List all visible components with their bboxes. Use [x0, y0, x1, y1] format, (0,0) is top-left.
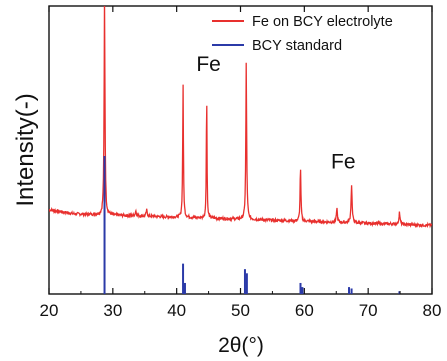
peak-annotation: Fe	[331, 151, 356, 174]
plot-border	[49, 6, 432, 294]
x-tick-label: 30	[103, 301, 122, 320]
legend-label: BCY standard	[252, 38, 342, 54]
x-tick-label: 50	[231, 301, 250, 320]
legend: Fe on BCY electrolyte BCY standard	[212, 14, 393, 54]
y-axis-label: Intensity(-)	[12, 93, 39, 206]
x-tick-label: 80	[423, 301, 442, 320]
x-tick-label: 40	[167, 301, 186, 320]
annotation-layer: Fe Fe	[196, 53, 355, 174]
x-tick-label: 60	[295, 301, 314, 320]
series-line-fe-on-bcy	[49, 0, 432, 226]
plot-frame	[49, 6, 432, 294]
legend-label: Fe on BCY electrolyte	[252, 14, 393, 30]
tick-layer: 20 30 40 50 60 70 80	[40, 6, 442, 320]
x-axis-label: 2θ(°)	[218, 334, 264, 357]
peak-annotation: Fe	[196, 53, 221, 76]
x-tick-label: 70	[359, 301, 378, 320]
x-tick-label: 20	[40, 301, 59, 320]
